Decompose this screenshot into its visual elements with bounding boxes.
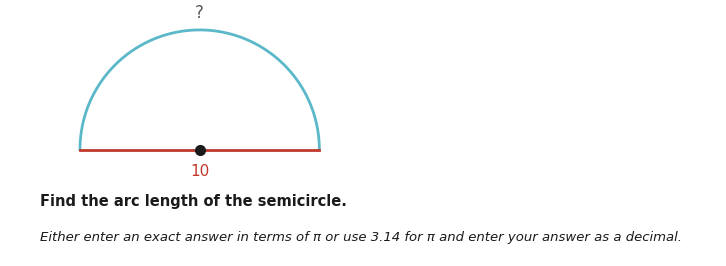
Text: ?: ? — [195, 3, 204, 22]
Text: Either enter an exact answer in terms of π or use 3.14 for π and enter your answ: Either enter an exact answer in terms of… — [40, 231, 682, 244]
Text: Find the arc length of the semicircle.: Find the arc length of the semicircle. — [40, 194, 347, 209]
Text: 10: 10 — [190, 164, 209, 179]
